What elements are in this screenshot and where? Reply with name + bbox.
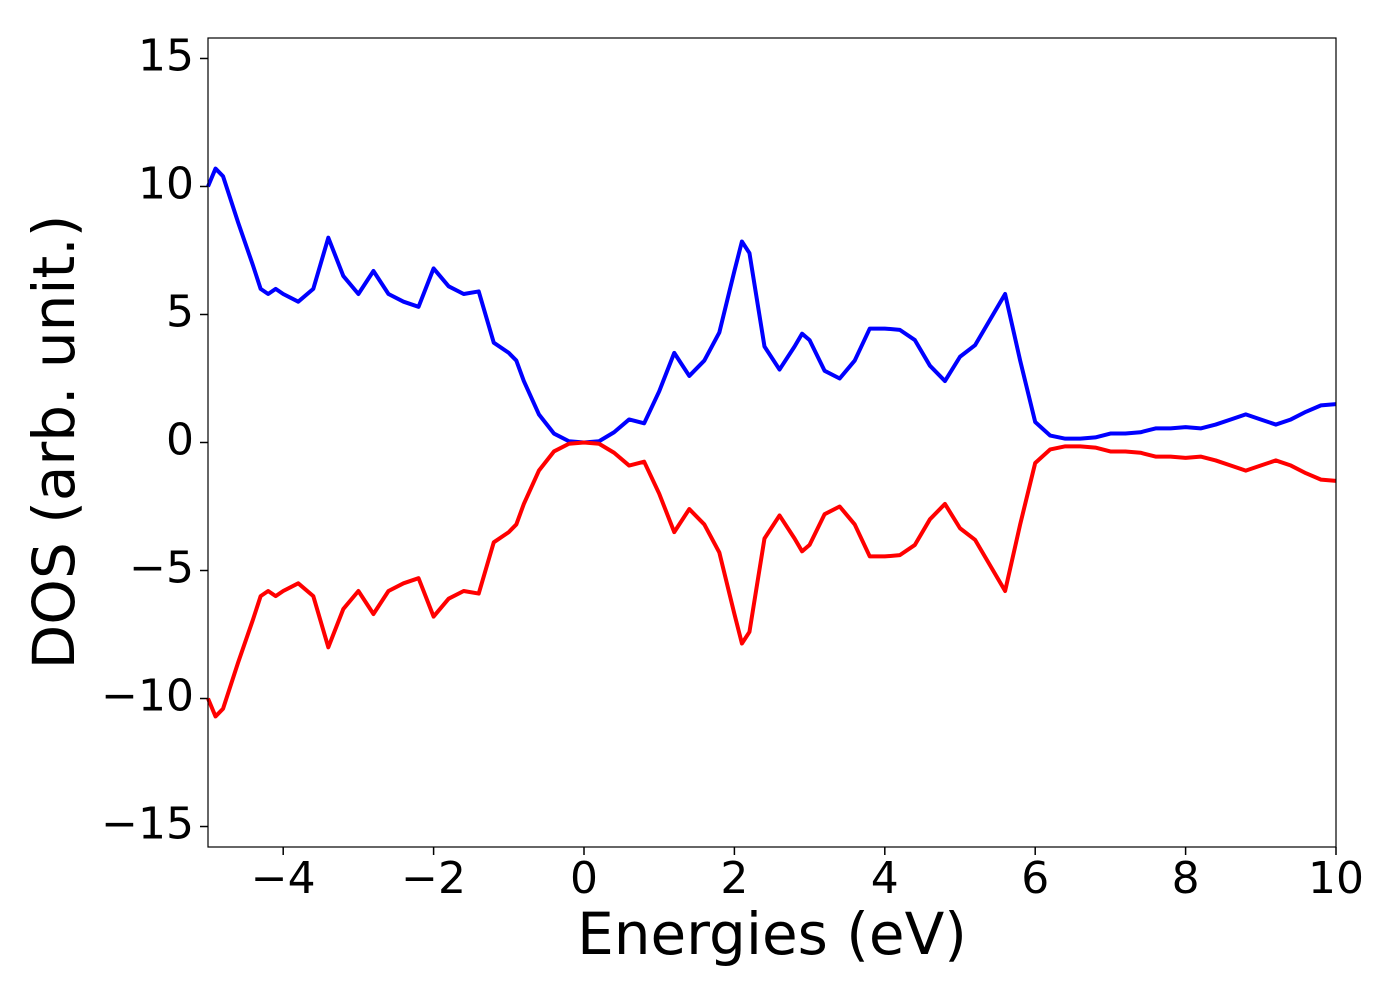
y-tick-label: −15 — [101, 799, 194, 850]
y-tick-label: 5 — [166, 286, 194, 337]
x-tick-label: −2 — [401, 853, 466, 904]
x-tick-label: 4 — [871, 853, 899, 904]
y-tick-label: 15 — [138, 30, 194, 81]
x-axis-label: Energies (eV) — [577, 900, 967, 968]
y-tick-label: −5 — [129, 543, 194, 594]
y-tick-label: −10 — [101, 671, 194, 722]
x-tick-label: 0 — [570, 853, 598, 904]
x-tick-label: 6 — [1021, 853, 1049, 904]
series-line — [206, 166, 1337, 445]
plot-frame — [207, 37, 1337, 848]
y-tick-label: 10 — [138, 158, 194, 209]
x-tick-label: −4 — [251, 853, 316, 904]
y-tick-label: 0 — [166, 415, 194, 466]
x-tick-label: 8 — [1172, 853, 1200, 904]
series-line — [206, 440, 1337, 719]
x-tick-label: 2 — [720, 853, 748, 904]
x-tick-label: 10 — [1308, 853, 1364, 904]
y-axis-label: DOS (arb. unit.) — [20, 215, 88, 670]
